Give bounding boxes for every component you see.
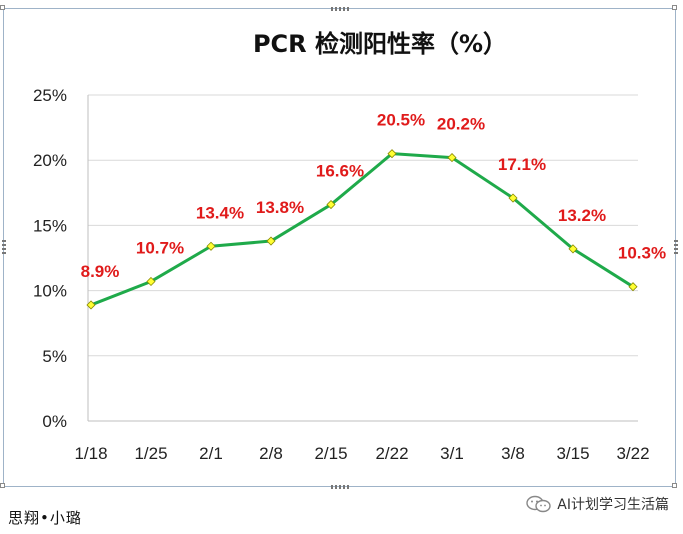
data-label: 16.6% <box>316 162 364 181</box>
y-tick-label: 15% <box>33 216 67 235</box>
series-group <box>90 152 634 307</box>
y-tick-label: 5% <box>42 347 67 366</box>
data-label: 10.7% <box>136 238 184 257</box>
data-label: 20.2% <box>437 115 485 134</box>
y-tick-label: 20% <box>33 151 67 170</box>
data-point <box>628 282 638 292</box>
data-point <box>508 193 518 203</box>
data-label: 10.3% <box>618 244 666 263</box>
x-tick-label: 3/8 <box>501 444 525 463</box>
x-axis-ticks: 1/18 1/25 2/1 2/8 2/15 2/22 3/1 3/8 3/15 3/22 <box>74 444 649 463</box>
x-tick-label: 3/15 <box>556 444 589 463</box>
data-point <box>387 149 397 159</box>
watermark-text: AI计划学习生活篇 <box>557 497 669 513</box>
data-point <box>206 241 216 251</box>
x-tick-label: 3/1 <box>440 444 464 463</box>
data-label: 13.2% <box>558 206 606 225</box>
data-label: 17.1% <box>498 155 546 174</box>
resize-handle-left[interactable] <box>2 240 6 254</box>
x-tick-label: 2/1 <box>199 444 223 463</box>
x-tick-label: 1/18 <box>74 444 107 463</box>
y-tick-label: 0% <box>42 412 67 431</box>
y-tick-label: 25% <box>33 86 67 105</box>
x-tick-label: 2/15 <box>314 444 347 463</box>
resize-handle-right[interactable] <box>674 240 678 254</box>
data-label-group: 8.9% 10.7% 13.4% 13.8% 16.6% 20.5% 20.2% 17.1% 1… <box>81 111 666 281</box>
y-axis-ticks: 0% 5% 10% 15% 20% 25% <box>33 86 67 431</box>
x-tick-label: 3/22 <box>616 444 649 463</box>
series-line <box>90 152 634 307</box>
data-point <box>86 300 96 310</box>
resize-handle-bottom[interactable] <box>331 485 349 489</box>
chart-title: PCR 检测阳性率（%） <box>253 30 507 58</box>
data-point <box>266 236 276 246</box>
resize-handle-bottom-right[interactable] <box>672 483 677 488</box>
data-point <box>447 153 457 163</box>
data-label: 13.4% <box>196 203 244 222</box>
marker-group <box>86 149 638 310</box>
resize-handle-bottom-left[interactable] <box>0 483 5 488</box>
wechat-icon <box>525 494 553 514</box>
data-label: 8.9% <box>81 262 120 281</box>
resize-handle-top-right[interactable] <box>672 5 677 10</box>
x-tick-label: 1/25 <box>134 444 167 463</box>
chart-frame <box>3 8 676 487</box>
watermark: AI计划学习生活篇 <box>525 494 669 514</box>
data-label: 13.8% <box>256 198 304 217</box>
resize-handle-top-left[interactable] <box>0 5 5 10</box>
x-tick-label: 2/8 <box>259 444 283 463</box>
gridlines <box>87 94 638 422</box>
author-signature: 思翔•小璐 <box>8 509 82 527</box>
data-point <box>326 199 336 210</box>
data-point <box>568 244 578 254</box>
data-label: 20.5% <box>377 111 425 130</box>
y-tick-label: 10% <box>33 282 67 301</box>
data-point <box>146 276 156 287</box>
x-tick-label: 2/22 <box>375 444 408 463</box>
resize-handle-top[interactable] <box>331 7 349 11</box>
